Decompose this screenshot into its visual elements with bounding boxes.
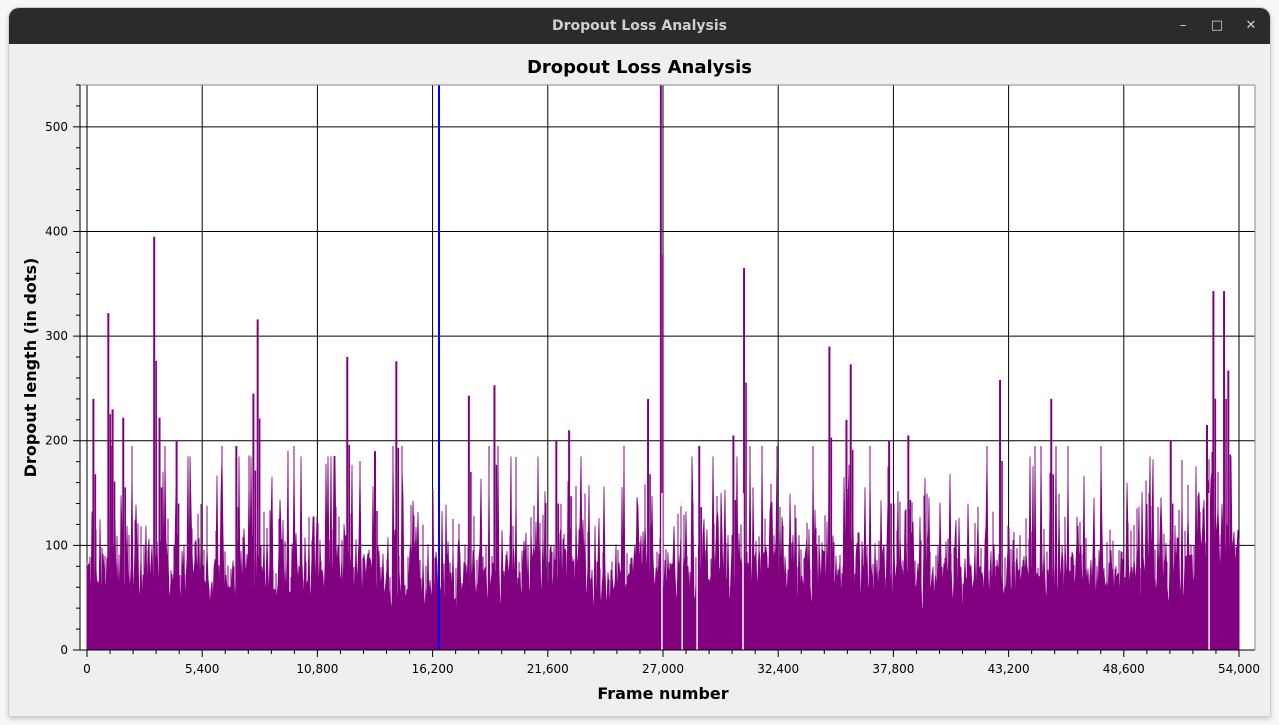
y-tick-label-4: 400 <box>45 224 68 238</box>
y-tick-label-2: 200 <box>45 434 68 448</box>
y-axis-label: Dropout length (in dots) <box>21 258 40 478</box>
x-tick-label-10: 54,000 <box>1218 662 1260 676</box>
y-tick-label-1: 100 <box>45 538 68 552</box>
x-tick-label-9: 48,600 <box>1103 662 1145 676</box>
chart-axes: 0 100 200 300 400 500 0 5,400 10,800 16,200 21,600… <box>45 84 1260 676</box>
chart-title: Dropout Loss Analysis <box>526 57 753 78</box>
maximize-icon[interactable]: □ <box>1210 18 1224 33</box>
x-tick-label-6: 32,400 <box>757 662 799 676</box>
x-tick-label-7: 37,800 <box>872 662 914 676</box>
x-tick-label-8: 43,200 <box>988 662 1030 676</box>
x-tick-label-1: 5,400 <box>185 662 219 676</box>
x-tick-label-2: 10,800 <box>296 662 338 676</box>
y-tick-label-0: 0 <box>60 643 68 657</box>
x-axis-label: Frame number <box>597 684 728 703</box>
close-icon[interactable]: ✕ <box>1245 18 1257 33</box>
minimize-icon[interactable]: – <box>1179 18 1187 33</box>
dropout-series <box>86 85 1240 651</box>
x-tick-label-3: 16,200 <box>412 662 454 676</box>
y-tick-label-5: 500 <box>45 120 68 134</box>
x-tick-label-0: 0 <box>83 662 91 676</box>
x-tick-label-5: 27,000 <box>642 662 684 676</box>
x-tick-label-4: 21,600 <box>527 662 569 676</box>
y-tick-label-3: 300 <box>45 329 68 343</box>
window-title: Dropout Loss Analysis <box>551 18 728 34</box>
title-bar[interactable]: Dropout Loss Analysis – □ ✕ <box>9 8 1270 44</box>
